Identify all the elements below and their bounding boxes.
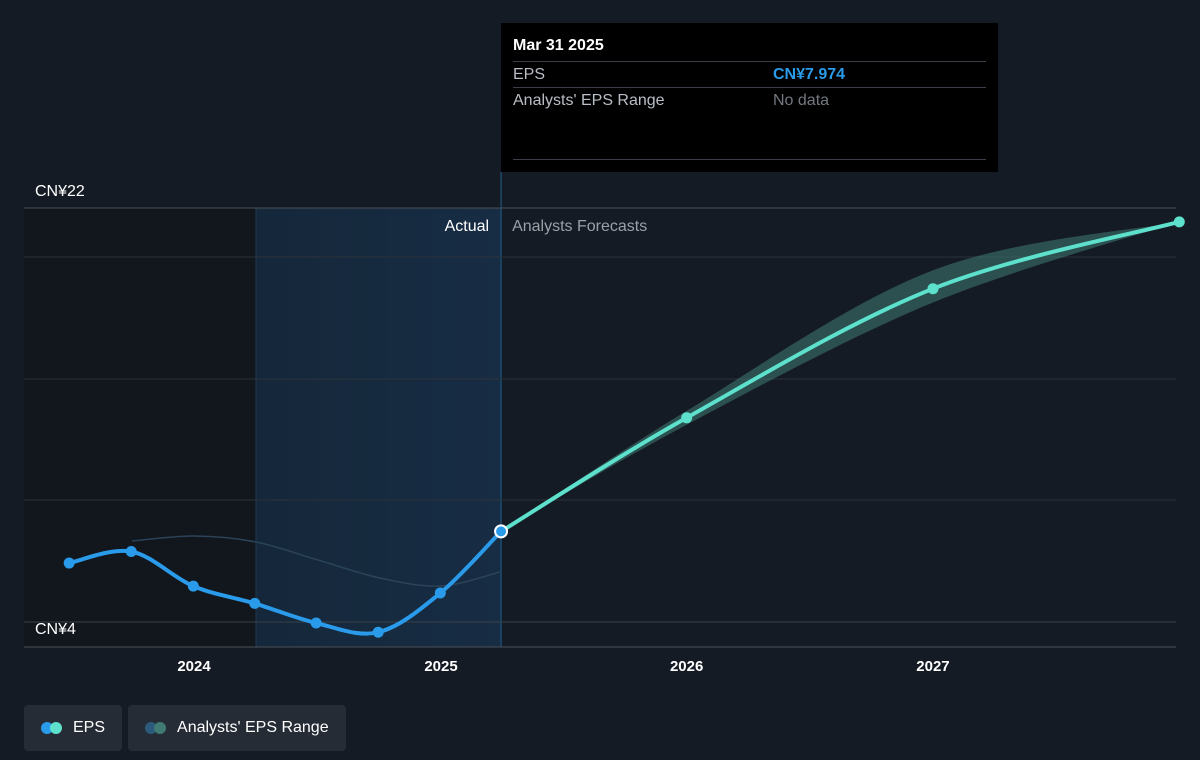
eps-selected-point — [494, 524, 509, 539]
legend-item-range[interactable]: Analysts' EPS Range — [128, 705, 346, 751]
eps-actual-point — [125, 546, 137, 558]
last-year-highlight — [256, 208, 502, 647]
range-legend-icon — [145, 722, 167, 734]
analyst-range-band — [501, 221, 1180, 532]
eps-chart: CN¥22 CN¥4 Actual Analysts Forecasts 2024 202… — [24, 172, 1185, 675]
x-tick-label: 2027 — [916, 658, 949, 675]
eps-actual-point — [249, 597, 261, 609]
legend-range-label: Analysts' EPS Range — [177, 719, 329, 736]
x-tick-label: 2026 — [670, 658, 703, 675]
eps-forecast-line — [499, 219, 1182, 534]
eps-actual-point — [187, 580, 199, 592]
section-label-forecast: Analysts Forecasts — [512, 218, 647, 235]
tooltip-range-value: No data — [773, 92, 830, 109]
eps-forecast-point — [927, 283, 939, 295]
y-tick-label-top: CN¥22 — [35, 183, 85, 200]
eps-actual-point — [372, 626, 384, 638]
tooltip-divider — [513, 159, 986, 160]
legend-item-eps[interactable]: EPS — [24, 705, 123, 751]
tooltip-eps-value: CN¥7.974 — [773, 66, 846, 83]
eps-forecast-point — [1173, 216, 1185, 228]
y-tick-label-bottom: CN¥4 — [35, 621, 76, 638]
eps-forecast-point — [681, 412, 693, 424]
tooltip-row-range: Analysts' EPS Range No data — [513, 87, 986, 113]
tooltip-row-eps: EPS CN¥7.974 — [513, 61, 986, 87]
tooltip: Mar 31 2025 EPS CN¥7.974 Analysts' EPS R… — [501, 23, 998, 172]
eps-legend-icon — [41, 722, 63, 734]
tooltip-eps-label: EPS — [513, 66, 546, 83]
eps-actual-point — [63, 557, 75, 569]
eps-actual-point — [310, 617, 322, 629]
tooltip-date: Mar 31 2025 — [513, 37, 604, 54]
eps-actual-point — [434, 587, 446, 599]
section-label-actual: Actual — [445, 218, 489, 235]
x-tick-label: 2025 — [424, 658, 457, 675]
tooltip-range-label: Analysts' EPS Range — [513, 92, 665, 109]
legend-eps-label: EPS — [73, 719, 106, 736]
past-shade — [24, 208, 256, 647]
x-tick-label: 2024 — [177, 658, 211, 675]
faint-prior-line — [131, 535, 501, 587]
legend: EPS Analysts' EPS Range — [24, 705, 346, 751]
